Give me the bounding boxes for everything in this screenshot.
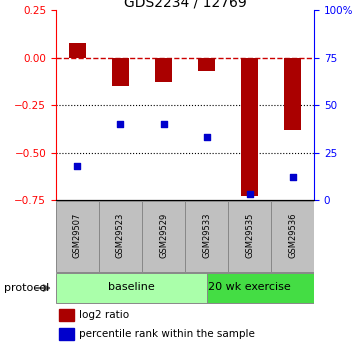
Point	[118, 121, 123, 127]
FancyBboxPatch shape	[186, 201, 227, 272]
Text: 20 wk exercise: 20 wk exercise	[208, 283, 291, 293]
FancyBboxPatch shape	[229, 201, 271, 272]
Text: GSM29507: GSM29507	[73, 212, 82, 258]
Text: protocol: protocol	[4, 283, 49, 293]
Title: GDS2234 / 12769: GDS2234 / 12769	[123, 0, 247, 9]
FancyBboxPatch shape	[143, 201, 184, 272]
Point	[247, 192, 252, 197]
Bar	[112, 58, 129, 86]
Text: percentile rank within the sample: percentile rank within the sample	[79, 329, 255, 339]
Text: GSM29536: GSM29536	[288, 212, 297, 258]
FancyBboxPatch shape	[56, 273, 206, 303]
Point	[204, 135, 209, 140]
Point	[161, 121, 166, 127]
FancyBboxPatch shape	[271, 201, 314, 272]
Text: GSM29523: GSM29523	[116, 212, 125, 258]
Bar	[58, 328, 74, 340]
FancyBboxPatch shape	[99, 201, 142, 272]
Bar	[284, 58, 301, 130]
FancyBboxPatch shape	[206, 273, 314, 303]
Text: log2 ratio: log2 ratio	[79, 310, 129, 320]
Text: baseline: baseline	[108, 283, 155, 293]
Bar	[198, 58, 215, 71]
Point	[290, 175, 295, 180]
Text: GSM29535: GSM29535	[245, 212, 254, 258]
Bar	[58, 309, 74, 321]
FancyBboxPatch shape	[56, 201, 99, 272]
Bar	[241, 58, 258, 196]
Bar	[155, 58, 172, 82]
Text: GSM29529: GSM29529	[159, 212, 168, 257]
Point	[75, 163, 81, 169]
Bar	[69, 43, 86, 58]
Text: GSM29533: GSM29533	[202, 212, 211, 258]
